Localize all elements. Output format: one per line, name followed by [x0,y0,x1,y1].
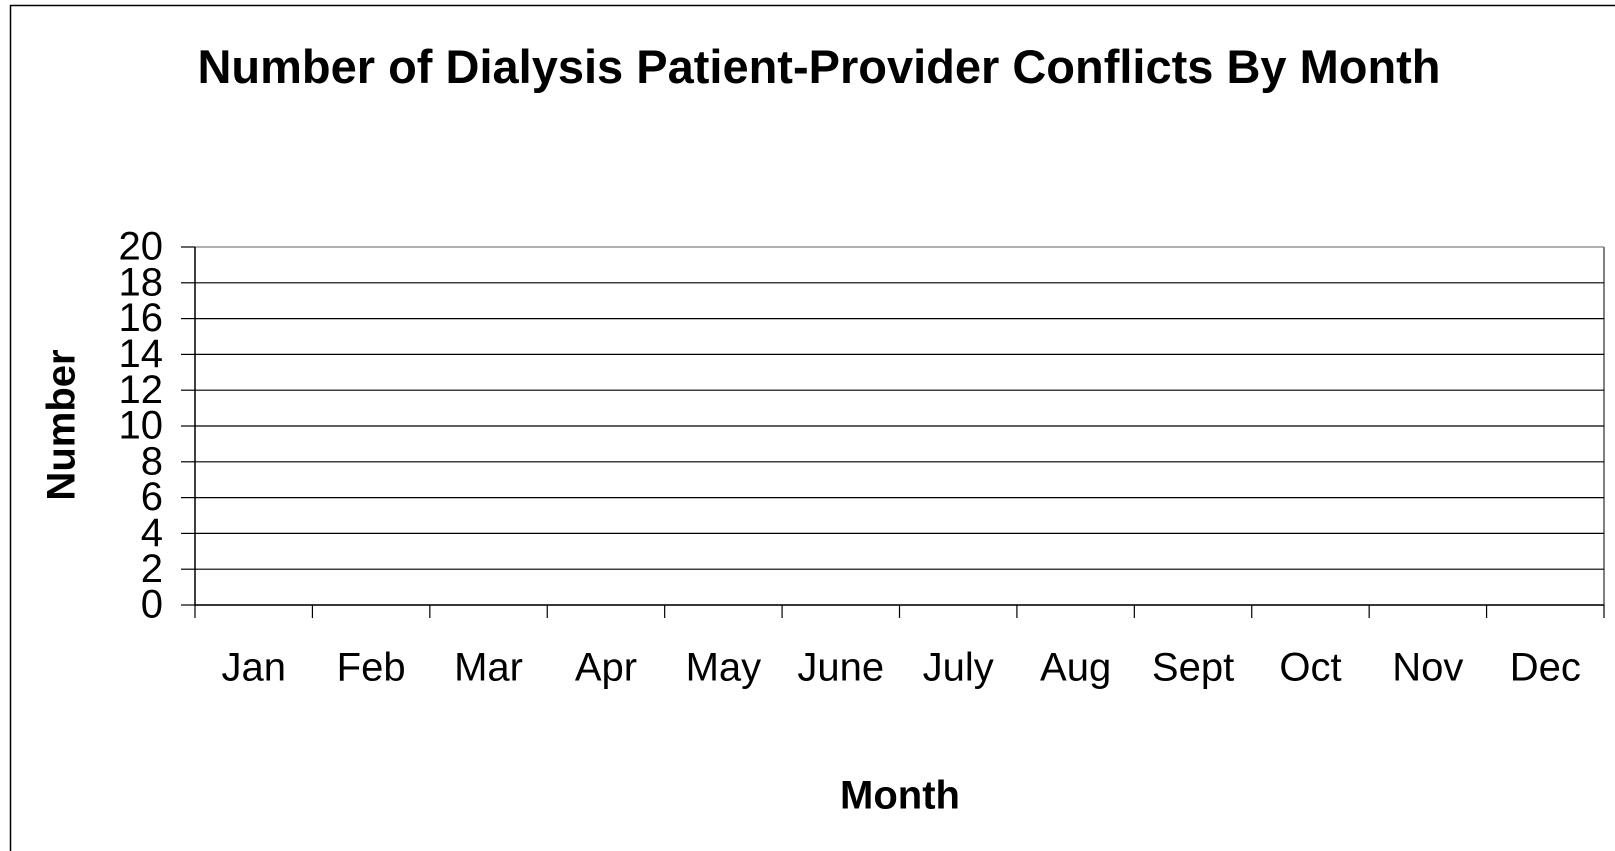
y-tick-label: 18 [119,260,164,304]
y-tick-label: 10 [119,404,164,448]
x-tick-label: May [686,646,762,690]
x-tick-label: Jan [221,646,286,690]
x-tick-label: Dec [1510,646,1581,690]
x-tick-label: July [923,646,994,690]
y-tick-label: 0 [141,583,163,627]
y-tick-label: 6 [141,475,163,519]
x-tick-label: Sept [1152,646,1234,690]
chart-title: Number of Dialysis Patient-Provider Conf… [197,40,1441,93]
x-tick-label: Nov [1392,646,1463,690]
y-tick-label: 12 [119,368,164,412]
y-tick-label: 16 [119,296,164,340]
x-tick-label: June [797,646,884,690]
x-tick-label: Mar [454,646,523,690]
y-tick-label: 8 [141,439,163,483]
x-tick-label: Oct [1279,646,1341,690]
y-tick-label: 2 [141,547,163,591]
y-tick-label: 20 [119,225,164,269]
x-tick-label: Aug [1040,646,1111,690]
x-tick-label: Apr [575,646,637,690]
y-axis-title: Number [40,349,84,500]
chart-border [9,4,1615,851]
y-tick-label: 14 [119,332,164,376]
x-tick-label: Feb [337,646,406,690]
x-axis-title: Month [840,774,960,818]
y-tick-label: 4 [141,511,163,555]
